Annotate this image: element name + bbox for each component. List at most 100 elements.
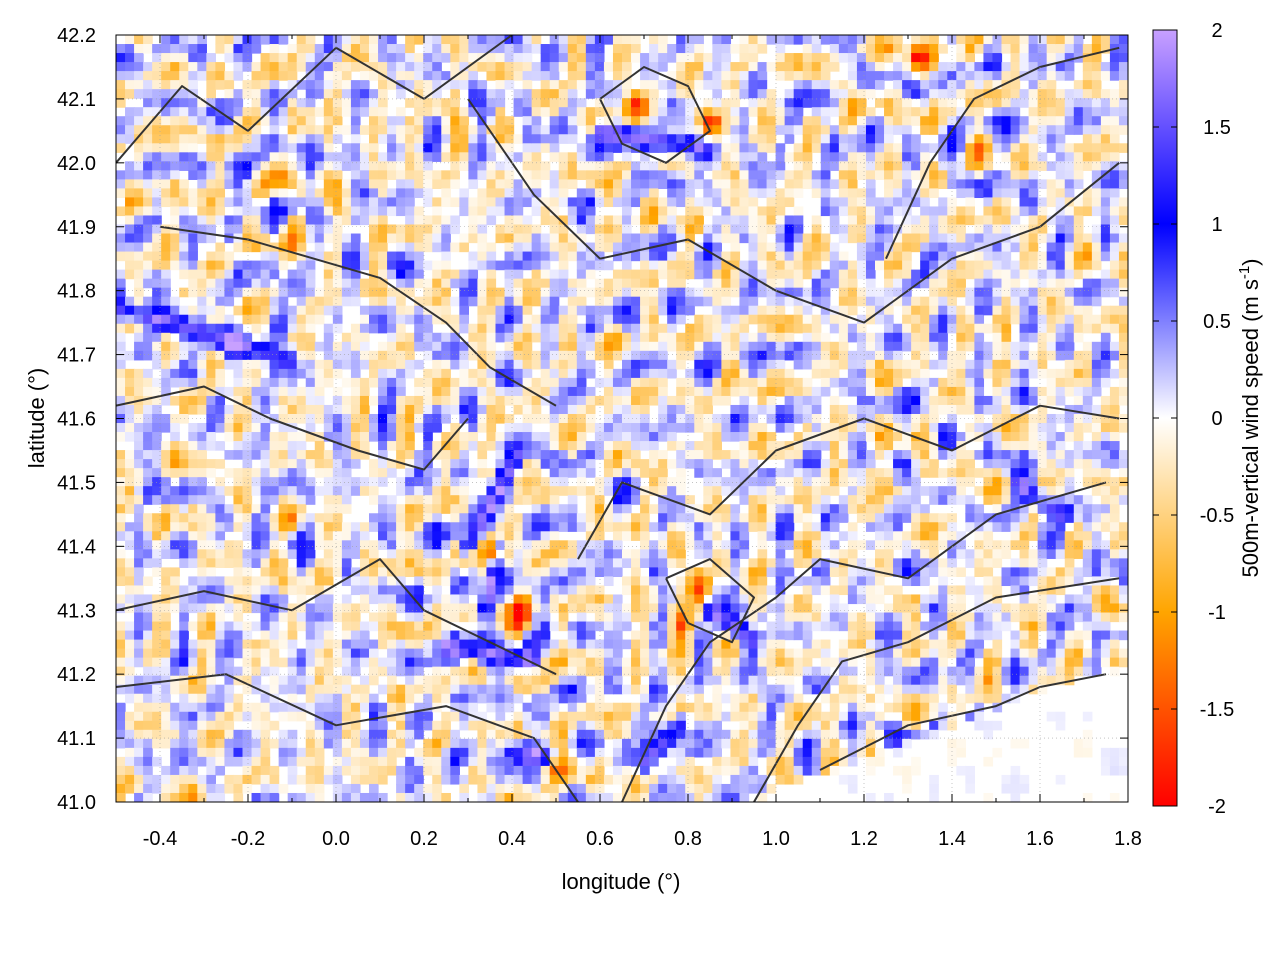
heat-cell: [287, 567, 298, 578]
heat-cell: [432, 377, 442, 388]
heat-cell: [197, 549, 207, 559]
heat-cell: [594, 648, 605, 659]
heat-cell: [450, 711, 460, 722]
heat-cell: [603, 648, 614, 659]
heat-cell: [612, 567, 623, 578]
heat-cell: [387, 756, 397, 767]
heat-cell: [116, 738, 126, 749]
heat-cell: [233, 738, 244, 749]
heat-cell: [116, 774, 126, 785]
heat-cell: [423, 423, 433, 433]
heat-cell: [522, 53, 533, 63]
heat-cell: [450, 341, 460, 352]
heat-cell: [323, 152, 334, 162]
heat-cell: [369, 89, 379, 99]
heat-cell: [522, 116, 533, 126]
heat-cell: [540, 377, 551, 388]
heat-cell: [477, 765, 488, 776]
heat-cell: [703, 314, 713, 325]
heat-cell: [161, 441, 171, 451]
heat-cell: [134, 540, 144, 550]
heat-cell: [305, 720, 316, 731]
heat-cell: [197, 287, 207, 298]
heat-cell: [603, 666, 614, 677]
heat-cell: [224, 278, 235, 289]
heat-cell: [703, 738, 713, 749]
heat-cell: [405, 657, 415, 668]
heat-cell: [513, 350, 524, 361]
heat-cell: [676, 504, 686, 514]
heat-cell: [405, 432, 415, 442]
heat-cell: [179, 639, 189, 650]
heat-cell: [305, 648, 316, 659]
heat-cell: [414, 161, 424, 171]
heat-cell: [233, 53, 244, 63]
heat-cell: [278, 395, 289, 406]
heat-cell: [233, 62, 244, 72]
heat-cell: [423, 296, 433, 307]
heat-cell: [504, 612, 515, 623]
heat-cell: [712, 80, 722, 90]
heat-cell: [549, 774, 560, 785]
heat-cell: [179, 341, 189, 352]
heat-cell: [414, 98, 424, 108]
heat-cell: [477, 404, 488, 415]
heat-cell: [405, 666, 415, 677]
heat-cell: [405, 594, 415, 605]
heat-cell: [278, 612, 289, 623]
heat-cell: [369, 639, 379, 650]
heat-cell: [296, 350, 307, 361]
heat-cell: [694, 287, 704, 298]
heat-cell: [540, 675, 551, 686]
heat-cell: [323, 612, 334, 623]
heat-cell: [486, 648, 497, 659]
heat-cell: [631, 287, 641, 298]
heat-cell: [396, 251, 406, 262]
heat-cell: [161, 269, 171, 280]
heat-cell: [558, 386, 569, 397]
heat-cell: [631, 188, 641, 199]
heat-cell: [251, 80, 262, 90]
heat-cell: [134, 576, 144, 587]
heat-cell: [215, 116, 226, 126]
heat-cell: [405, 350, 415, 361]
heat-cell: [612, 468, 623, 478]
heat-cell: [278, 657, 289, 668]
heat-cell: [296, 747, 307, 758]
heat-cell: [567, 522, 578, 532]
heat-cell: [296, 576, 307, 587]
heat-cell: [179, 368, 189, 379]
heat-cell: [522, 242, 533, 253]
heat-cell: [233, 630, 244, 641]
heat-cell: [233, 612, 244, 623]
heat-cell: [215, 260, 226, 271]
heat-cell: [513, 134, 524, 144]
heat-cell: [414, 639, 424, 650]
heat-cell: [287, 747, 298, 758]
heat-cell: [233, 188, 244, 199]
heat-cell: [522, 395, 533, 406]
heat-cell: [405, 612, 415, 623]
heat-cell: [116, 558, 126, 568]
heat-cell: [378, 459, 388, 469]
heat-cell: [251, 513, 262, 523]
heat-cell: [676, 486, 686, 496]
heat-cell: [576, 278, 587, 289]
heat-cell: [161, 576, 171, 587]
heat-cell: [332, 269, 343, 280]
heat-cell: [350, 89, 361, 99]
heat-cell: [531, 531, 542, 541]
heat-cell: [179, 738, 189, 749]
heat-cell: [622, 107, 632, 117]
heat-cell: [649, 549, 659, 559]
heat-cell: [179, 504, 189, 514]
heat-cell: [504, 666, 515, 677]
heat-cell: [694, 107, 704, 117]
heat-cell: [459, 377, 469, 388]
heat-cell: [161, 242, 171, 253]
heat-cell: [414, 756, 424, 767]
heat-cell: [152, 53, 162, 63]
heat-cell: [658, 305, 668, 316]
heat-cell: [188, 404, 198, 415]
heat-cell: [396, 648, 406, 659]
